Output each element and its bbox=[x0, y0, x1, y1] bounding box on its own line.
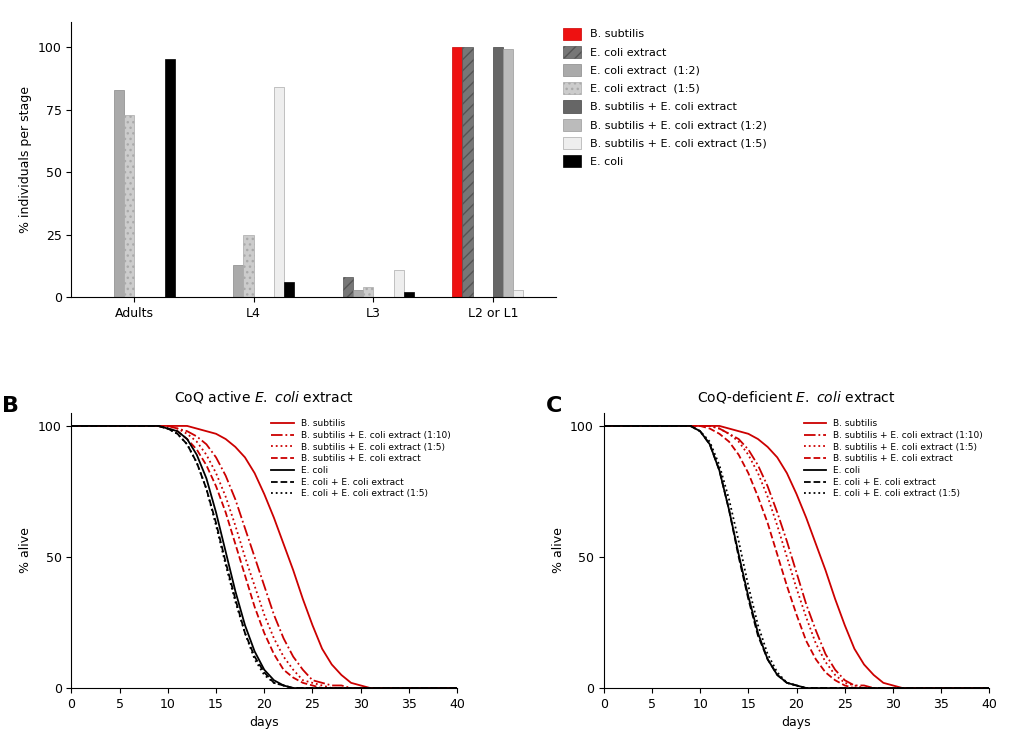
Text: CoQ-deficient $\it{E.\ coli}$ extract: CoQ-deficient $\it{E.\ coli}$ extract bbox=[697, 389, 895, 405]
Bar bbox=[404, 292, 414, 297]
Text: CoQ active $\it{E.\ coli}$ extract: CoQ active $\it{E.\ coli}$ extract bbox=[174, 389, 354, 405]
Y-axis label: % alive: % alive bbox=[551, 528, 564, 573]
Bar bbox=[164, 59, 174, 297]
Bar bbox=[451, 47, 462, 297]
Bar bbox=[114, 89, 123, 297]
Bar bbox=[492, 47, 502, 297]
Bar bbox=[342, 277, 353, 297]
Bar bbox=[513, 290, 523, 297]
Bar bbox=[123, 114, 133, 297]
Bar bbox=[274, 87, 284, 297]
X-axis label: days: days bbox=[781, 717, 810, 729]
Bar bbox=[233, 265, 244, 297]
Y-axis label: % individuals per stage: % individuals per stage bbox=[19, 86, 33, 233]
Bar bbox=[244, 235, 254, 297]
Legend: B. subtilis, B. subtilis + E. coli extract (1:10), B. subtilis + E. coli extract: B. subtilis, B. subtilis + E. coli extra… bbox=[269, 417, 452, 500]
Bar bbox=[502, 50, 513, 297]
Text: C: C bbox=[545, 396, 561, 417]
Legend: B. subtilis, B. subtilis + E. coli extract (1:10), B. subtilis + E. coli extract: B. subtilis, B. subtilis + E. coli extra… bbox=[801, 417, 984, 500]
Bar bbox=[353, 290, 363, 297]
X-axis label: days: days bbox=[250, 717, 279, 729]
Legend: B. subtilis, E. coli extract, E. coli extract  (1:2), E. coli extract  (1:5), B.: B. subtilis, E. coli extract, E. coli ex… bbox=[562, 28, 765, 167]
Bar bbox=[462, 47, 472, 297]
Text: B: B bbox=[2, 396, 19, 417]
Bar bbox=[284, 283, 294, 297]
Y-axis label: % alive: % alive bbox=[19, 528, 33, 573]
Bar bbox=[363, 287, 373, 297]
Bar bbox=[393, 269, 404, 297]
